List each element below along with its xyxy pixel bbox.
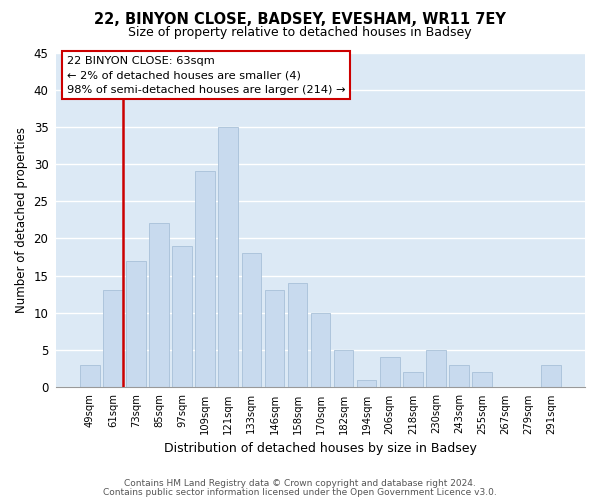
Bar <box>287 283 307 387</box>
Bar <box>334 350 353 387</box>
Text: Contains HM Land Registry data © Crown copyright and database right 2024.: Contains HM Land Registry data © Crown c… <box>124 479 476 488</box>
Text: Contains public sector information licensed under the Open Government Licence v3: Contains public sector information licen… <box>103 488 497 497</box>
Bar <box>172 246 192 387</box>
Bar <box>426 350 446 387</box>
Bar <box>357 380 376 387</box>
Bar <box>472 372 492 387</box>
Bar <box>149 224 169 387</box>
X-axis label: Distribution of detached houses by size in Badsey: Distribution of detached houses by size … <box>164 442 477 455</box>
Bar <box>449 364 469 387</box>
Bar <box>403 372 422 387</box>
Y-axis label: Number of detached properties: Number of detached properties <box>15 127 28 313</box>
Bar <box>196 172 215 387</box>
Bar <box>80 364 100 387</box>
Text: 22, BINYON CLOSE, BADSEY, EVESHAM, WR11 7EY: 22, BINYON CLOSE, BADSEY, EVESHAM, WR11 … <box>94 12 506 28</box>
Bar <box>541 364 561 387</box>
Text: Size of property relative to detached houses in Badsey: Size of property relative to detached ho… <box>128 26 472 39</box>
Bar <box>103 290 123 387</box>
Bar <box>126 260 146 387</box>
Bar <box>265 290 284 387</box>
Bar <box>242 253 261 387</box>
Bar <box>218 127 238 387</box>
Bar <box>311 312 331 387</box>
Bar <box>380 358 400 387</box>
Text: 22 BINYON CLOSE: 63sqm
← 2% of detached houses are smaller (4)
98% of semi-detac: 22 BINYON CLOSE: 63sqm ← 2% of detached … <box>67 56 345 94</box>
